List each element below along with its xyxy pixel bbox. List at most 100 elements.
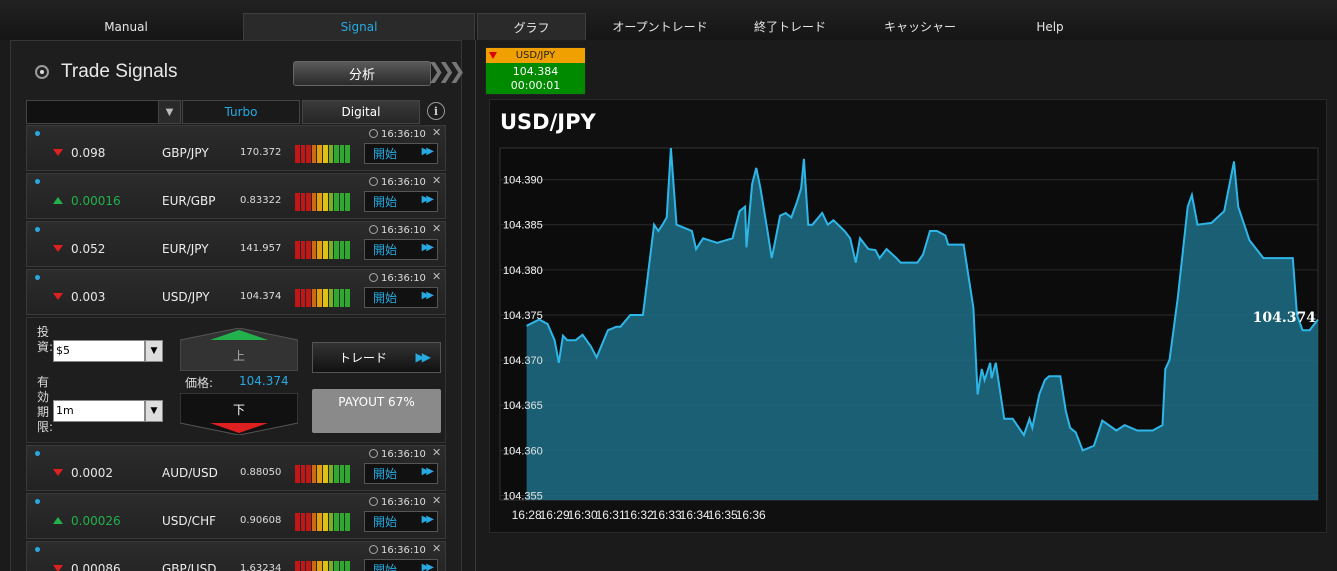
signal-row[interactable]: 16:36:10 ✕ 0.00016 EUR/GBP 0.83322 開始 ▶▶ — [26, 173, 446, 219]
payout-badge: PAYOUT 67% — [312, 389, 441, 433]
tab-digital[interactable]: Digital — [302, 100, 420, 124]
down-arrow-icon — [179, 392, 299, 436]
signal-time-text: 16:36:10 — [381, 225, 426, 236]
up-arrow-icon — [53, 197, 63, 204]
chart-canvas: 104.355 104.360 104.365 104.370 104.375 104.3… — [499, 147, 1319, 522]
signal-value: 0.052 — [71, 242, 106, 256]
asset-ticker[interactable]: USD/JPY 104.384 00:00:01 — [485, 47, 586, 95]
chevron-down-icon[interactable]: ▼ — [145, 400, 163, 422]
start-button[interactable]: 開始 ▶▶ — [364, 463, 438, 484]
close-icon[interactable]: ✕ — [432, 174, 442, 187]
tab-cashier[interactable]: キャッシャー — [883, 20, 956, 34]
signal-row[interactable]: 16:36:10 ✕ 0.00086 GBP/USD 1.63234 開始 ▶▶ — [26, 541, 446, 571]
tab-open-trades[interactable]: オープントレード — [612, 20, 708, 34]
status-dot-icon — [35, 451, 40, 456]
signal-time: 16:36:10 — [369, 225, 426, 236]
signal-price: 1.63234 — [240, 563, 282, 571]
signal-time: 16:36:10 — [369, 545, 426, 556]
signal-value: 0.00026 — [71, 514, 121, 528]
y-tick-label: 104.390 — [503, 175, 543, 187]
start-button[interactable]: 開始 ▶▶ — [364, 191, 438, 212]
fast-forward-icon: ▶▶ — [421, 466, 435, 477]
start-button[interactable]: 開始 ▶▶ — [364, 287, 438, 308]
invest-input[interactable]: $5 — [53, 340, 145, 362]
close-icon[interactable]: ✕ — [432, 446, 442, 459]
signal-time: 16:36:10 — [369, 129, 426, 140]
trade-button[interactable]: トレード ▶▶ — [312, 342, 441, 373]
signal-row[interactable]: 16:36:10 ✕ 0.098 GBP/JPY 170.372 開始 ▶▶ — [26, 125, 446, 171]
signal-pair: USD/CHF — [162, 514, 216, 528]
start-button[interactable]: 開始 ▶▶ — [364, 559, 438, 571]
signal-pair: AUD/USD — [162, 466, 218, 480]
strength-meter — [295, 289, 350, 307]
price-line — [526, 147, 1319, 452]
start-button[interactable]: 開始 ▶▶ — [364, 239, 438, 260]
start-label: 開始 — [373, 147, 398, 161]
top-nav: Manual Signal グラフ オープントレード 終了トレード キャッシャー… — [0, 0, 1337, 40]
signal-row[interactable]: 16:36:10 ✕ 0.003 USD/JPY 104.374 開始 ▶▶ — [26, 269, 446, 315]
radio-icon[interactable] — [35, 65, 49, 79]
y-tick-label: 104.380 — [503, 265, 543, 277]
invest-label: 投資: — [37, 325, 54, 354]
tab-signal[interactable]: Signal — [243, 13, 475, 40]
put-down-button[interactable]: 下 — [179, 392, 299, 436]
signal-pair: EUR/GBP — [162, 194, 216, 208]
tab-help[interactable]: Help — [1036, 19, 1064, 34]
start-button[interactable]: 開始 ▶▶ — [364, 511, 438, 532]
call-up-button[interactable]: 上 — [179, 327, 299, 372]
analysis-button[interactable]: 分析 — [293, 61, 431, 86]
chevron-down-icon[interactable]: ▼ — [145, 340, 163, 362]
start-label: 開始 — [373, 243, 398, 257]
filter-bar: ▼ Turbo Digital i — [26, 100, 446, 124]
close-icon[interactable]: ✕ — [432, 270, 442, 283]
start-label: 開始 — [373, 291, 398, 305]
asset-timer: 00:00:01 — [510, 79, 561, 92]
signal-time-text: 16:36:10 — [381, 129, 426, 140]
trade-ticket: 投資: $5 ▼ 有効期限: 1m ▼ 上価格: 104.374 下トレード ▶▶ PAYOUT 6… — [26, 317, 446, 443]
signal-pair: GBP/JPY — [162, 146, 209, 160]
scrollbar[interactable] — [1330, 40, 1337, 571]
down-arrow-icon — [53, 149, 63, 156]
clock-icon — [369, 225, 378, 234]
start-button[interactable]: 開始 ▶▶ — [364, 143, 438, 164]
up-label: 上 — [232, 349, 245, 363]
status-dot-icon — [35, 547, 40, 552]
signal-row[interactable]: 16:36:10 ✕ 0.00026 USD/CHF 0.90608 開始 ▶▶ — [26, 493, 446, 539]
fast-forward-icon: ▶▶ — [421, 514, 435, 525]
tab-chart[interactable]: グラフ — [477, 13, 586, 40]
signal-row[interactable]: 16:36:10 ✕ 0.0002 AUD/USD 0.88050 開始 ▶▶ — [26, 445, 446, 491]
status-dot-icon — [35, 179, 40, 184]
asset-pair: USD/JPY — [515, 50, 556, 61]
signal-price: 0.83322 — [240, 195, 282, 206]
tab-manual[interactable]: Manual — [104, 19, 148, 34]
x-tick-label: 16:30 — [568, 508, 598, 522]
strength-meter — [295, 193, 350, 211]
chevron-down-icon[interactable]: ▼ — [158, 101, 180, 123]
clock-icon — [369, 129, 378, 138]
price-chart: 104.355 104.360 104.365 104.370 104.375 104.3… — [489, 99, 1327, 533]
close-icon[interactable]: ✕ — [432, 494, 442, 507]
asset-price: 104.384 — [512, 65, 559, 78]
tab-turbo[interactable]: Turbo — [182, 100, 300, 124]
x-tick-label: 16:35 — [708, 508, 738, 522]
down-arrow-icon — [53, 245, 63, 252]
down-arrow-icon — [489, 52, 497, 59]
info-icon[interactable]: i — [427, 102, 445, 120]
signal-time: 16:36:10 — [369, 273, 426, 284]
x-tick-label: 16:34 — [680, 508, 710, 522]
expiry-select[interactable]: 1m — [53, 400, 145, 422]
signal-time-text: 16:36:10 — [381, 497, 426, 508]
signal-row[interactable]: 16:36:10 ✕ 0.052 EUR/JPY 141.957 開始 ▶▶ — [26, 221, 446, 267]
chart-title: USD/JPY — [500, 110, 596, 134]
close-icon[interactable]: ✕ — [432, 126, 442, 139]
x-tick-label: 16:31 — [596, 508, 626, 522]
clock-icon — [369, 273, 378, 282]
close-icon[interactable]: ✕ — [432, 542, 442, 555]
fast-forward-icon: ▶▶ — [421, 194, 435, 205]
close-icon[interactable]: ✕ — [432, 222, 442, 235]
up-arrow-icon — [53, 517, 63, 524]
asset-filter-select[interactable]: ▼ — [26, 100, 181, 124]
y-tick-label: 104.385 — [503, 220, 543, 232]
signal-price: 0.88050 — [240, 467, 282, 478]
tab-closed-trades[interactable]: 終了トレード — [753, 20, 826, 34]
